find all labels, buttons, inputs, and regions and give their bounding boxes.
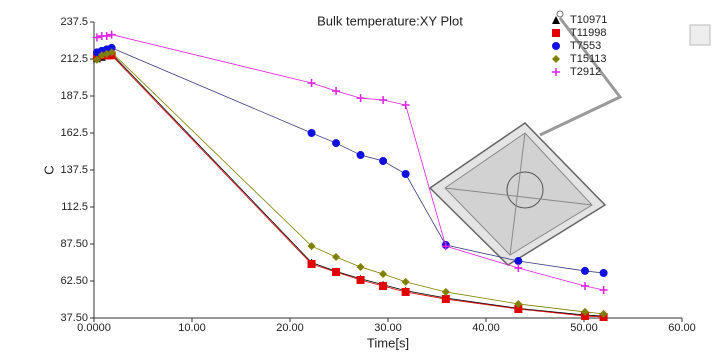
x-tick-label: 40.00 (472, 322, 500, 334)
data-point (379, 96, 387, 104)
data-point (308, 260, 316, 268)
x-tick-label: 20.00 (276, 322, 304, 334)
data-point (514, 264, 522, 272)
data-point (357, 151, 365, 159)
data-point (308, 129, 316, 137)
data-point (402, 278, 410, 286)
data-point (357, 94, 365, 102)
y-axis-title: C (41, 165, 56, 174)
data-point (332, 87, 340, 95)
data-point (108, 31, 116, 39)
data-point (357, 263, 365, 271)
data-point (308, 79, 316, 87)
data-point (379, 282, 387, 290)
x-tick-label: 30.00 (374, 322, 402, 334)
data-point (332, 268, 340, 276)
legend-marker (552, 29, 560, 37)
data-point (103, 32, 111, 40)
data-point (600, 286, 608, 294)
x-tick-label: 50.00 (570, 322, 598, 334)
data-point (442, 288, 450, 296)
chart-title: Bulk temperature:XY Plot (317, 13, 463, 28)
x-axis-title: Time[s] (367, 335, 409, 350)
legend-label: T2912 (570, 66, 601, 78)
y-tick-label: 62.50 (60, 275, 88, 287)
page: {"chart_data": {"type": "line", "title":… (0, 0, 713, 357)
y-tick-label: 87.50 (60, 238, 88, 250)
data-point (402, 101, 410, 109)
data-point (402, 288, 410, 296)
legend-label: T15113 (570, 53, 607, 65)
legend-marker (552, 55, 560, 63)
x-tick-label: 0.0000 (77, 322, 111, 334)
legend-marker (552, 68, 560, 76)
y-tick-label: 137.5 (60, 164, 88, 176)
y-tick-label: 187.5 (60, 90, 88, 102)
y-tick-label: 112.5 (61, 201, 88, 213)
data-point (332, 253, 340, 261)
data-point (442, 295, 450, 303)
y-tick-label: 237.5 (60, 16, 88, 28)
legend-label: T10971 (570, 14, 607, 26)
y-tick-label: 212.5 (60, 53, 88, 65)
data-point (514, 257, 522, 265)
x-tick-label: 10.00 (178, 322, 206, 334)
data-point (332, 139, 340, 147)
data-point (357, 276, 365, 284)
data-point (600, 269, 608, 277)
data-point (581, 282, 589, 290)
legend-marker (552, 42, 560, 50)
x-tick-label: 60.00 (668, 322, 696, 334)
y-tick-label: 162.5 (60, 127, 88, 139)
data-point (379, 270, 387, 278)
chart: Bulk temperature:XY Plot Time[s] C 37.50… (0, 0, 713, 357)
data-point (581, 267, 589, 275)
legend-label: T7553 (570, 40, 601, 52)
legend-label: T11998 (570, 27, 607, 39)
data-point (379, 157, 387, 165)
data-point (402, 170, 410, 178)
